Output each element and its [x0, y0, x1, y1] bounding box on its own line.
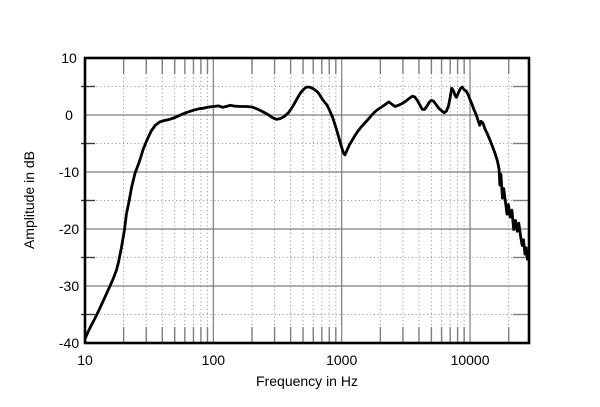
curve-layer [86, 85, 528, 340]
grid-layer [85, 58, 529, 343]
y-tick-label: 10 [61, 50, 77, 66]
tick-layer [81, 58, 529, 343]
x-tick-label: 10000 [451, 352, 490, 368]
y-tick-label: -10 [59, 164, 79, 180]
x-tick-label: 100 [202, 352, 226, 368]
plot-frame [83, 56, 531, 345]
y-tick-label: -30 [59, 278, 79, 294]
y-tick-label: -40 [59, 335, 79, 351]
y-tick-label: -20 [59, 221, 79, 237]
x-tick-label: 1000 [326, 352, 357, 368]
response-curve [86, 85, 528, 340]
x-axis-title: Frequency in Hz [256, 373, 358, 389]
y-axis-title: Amplitude in dB [21, 151, 37, 249]
y-tick-label: 0 [65, 107, 73, 123]
x-tick-label: 10 [77, 352, 93, 368]
